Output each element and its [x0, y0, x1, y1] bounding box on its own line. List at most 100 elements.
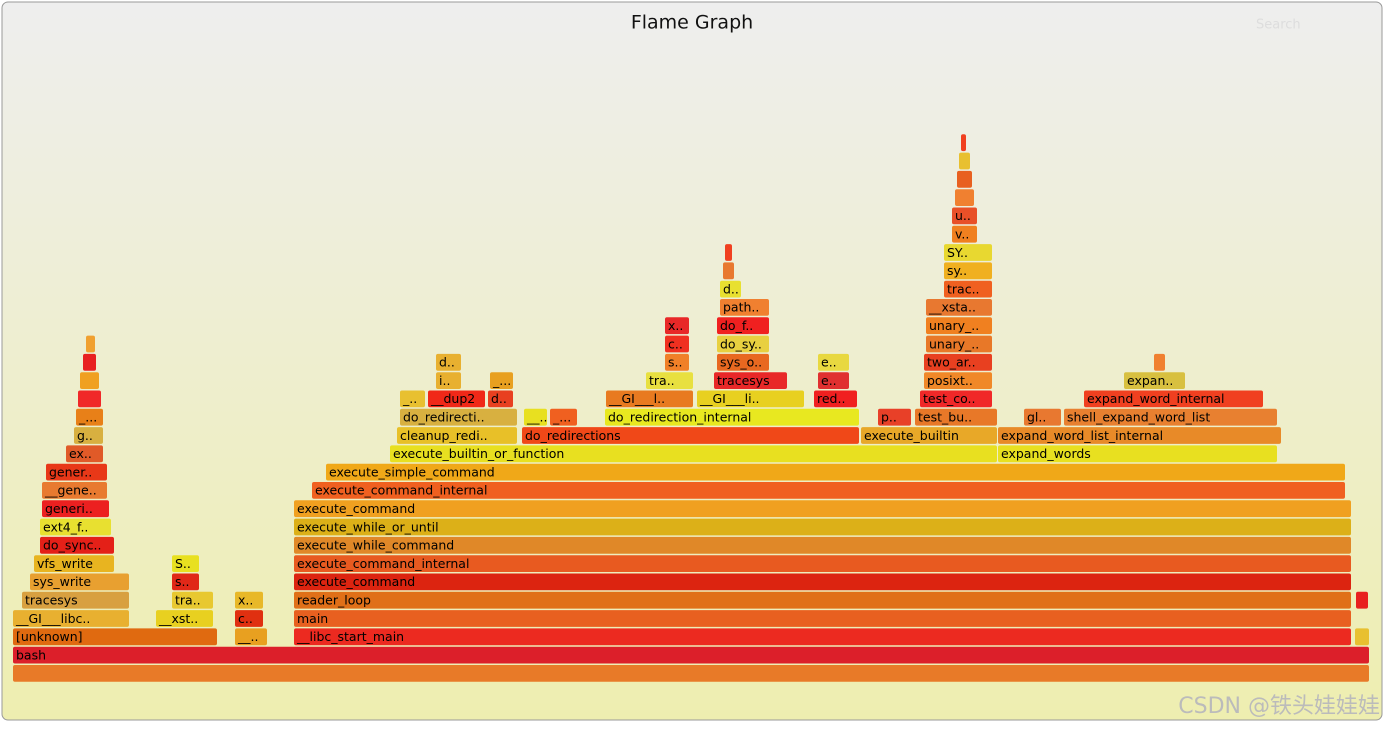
frame[interactable]: [78, 390, 101, 408]
frame[interactable]: s..: [172, 573, 199, 591]
frame[interactable]: generi..: [42, 500, 109, 518]
frame-bar: [428, 390, 485, 408]
frame[interactable]: bash: [13, 646, 1369, 664]
frame[interactable]: x..: [665, 317, 689, 335]
frame-bar: [924, 353, 992, 371]
frame[interactable]: e..: [818, 372, 849, 389]
frame[interactable]: p..: [878, 408, 911, 426]
frame[interactable]: tra..: [646, 372, 693, 389]
frame[interactable]: __libc_start_main: [294, 628, 1351, 646]
frame[interactable]: execute_command_internal: [312, 482, 1345, 499]
frame[interactable]: [86, 335, 95, 353]
frame[interactable]: _...: [76, 408, 103, 426]
frame[interactable]: red..: [814, 390, 857, 408]
frame[interactable]: cleanup_redi..: [397, 427, 517, 444]
frame[interactable]: [959, 152, 970, 170]
frame[interactable]: d..: [436, 353, 461, 371]
frame[interactable]: d..: [488, 390, 513, 408]
frame[interactable]: gener..: [46, 463, 107, 481]
frame[interactable]: _...: [490, 372, 513, 389]
frame[interactable]: do_f..: [717, 317, 769, 335]
frame[interactable]: vfs_write: [34, 555, 114, 572]
frame-bar: [944, 280, 992, 298]
search-button[interactable]: Search: [1256, 18, 1301, 33]
frame[interactable]: execute_builtin_or_function: [390, 445, 997, 463]
frame[interactable]: sys_o..: [717, 353, 769, 371]
frame[interactable]: s..: [665, 353, 689, 371]
frame[interactable]: _..: [400, 390, 425, 408]
frame[interactable]: __GI___libc..: [13, 610, 129, 627]
frame[interactable]: __xst..: [156, 610, 213, 627]
frame[interactable]: v..: [952, 225, 977, 243]
frame[interactable]: [13, 665, 1369, 682]
frame[interactable]: unary_..: [926, 335, 992, 353]
frame[interactable]: execute_while_command: [294, 536, 1351, 554]
frame-bar: [436, 372, 461, 389]
frame[interactable]: __GI___l..: [606, 390, 693, 408]
frame[interactable]: __dup2: [428, 390, 485, 408]
frame[interactable]: d..: [720, 280, 741, 298]
frame[interactable]: c..: [665, 335, 689, 353]
frame[interactable]: [unknown]: [13, 628, 217, 646]
frame[interactable]: test_co..: [920, 390, 992, 408]
frame[interactable]: [961, 134, 966, 152]
frame[interactable]: u..: [952, 207, 977, 225]
frame[interactable]: do_sy..: [717, 335, 769, 353]
frame[interactable]: tra..: [172, 591, 213, 609]
frame[interactable]: tracesys: [22, 591, 129, 609]
frame[interactable]: gl..: [1024, 408, 1061, 426]
frame[interactable]: __..: [235, 628, 267, 646]
frame[interactable]: expan..: [1124, 372, 1185, 389]
frame[interactable]: execute_simple_command: [326, 463, 1345, 481]
frame[interactable]: trac..: [944, 280, 992, 298]
frame[interactable]: [1355, 628, 1369, 646]
frame[interactable]: [725, 244, 732, 261]
frame[interactable]: do_redirecti..: [400, 408, 517, 426]
frame[interactable]: path..: [720, 299, 769, 316]
frame[interactable]: i..: [436, 372, 461, 389]
frame[interactable]: sy..: [944, 262, 992, 280]
frame[interactable]: do_sync..: [40, 536, 114, 554]
frame[interactable]: _...: [550, 408, 577, 426]
frame[interactable]: tracesys: [714, 372, 787, 389]
frame[interactable]: e..: [818, 353, 849, 371]
frame[interactable]: [723, 262, 734, 280]
frame[interactable]: x..: [235, 591, 263, 609]
frame[interactable]: posixt..: [924, 372, 992, 389]
frame[interactable]: reader_loop: [294, 591, 1351, 609]
frame[interactable]: do_redirections: [522, 427, 859, 444]
frame[interactable]: two_ar..: [924, 353, 992, 371]
frame-bar: [235, 610, 263, 627]
frame[interactable]: [1356, 591, 1368, 609]
frame[interactable]: [955, 189, 974, 206]
frame[interactable]: g..: [74, 427, 103, 444]
frame[interactable]: do_redirection_internal: [605, 408, 859, 426]
frame[interactable]: shell_expand_word_list: [1064, 408, 1277, 426]
frame[interactable]: expand_words: [998, 445, 1277, 463]
frame[interactable]: execute_command: [294, 573, 1351, 591]
frame[interactable]: c..: [235, 610, 263, 627]
frame[interactable]: __xsta..: [926, 299, 992, 316]
frame[interactable]: expand_word_list_internal: [998, 427, 1281, 444]
frame[interactable]: unary_..: [926, 317, 992, 335]
frame[interactable]: expand_word_internal: [1084, 390, 1263, 408]
frame[interactable]: ex..: [66, 445, 103, 463]
frame[interactable]: execute_command: [294, 500, 1351, 518]
frame[interactable]: __..: [524, 408, 547, 426]
frame[interactable]: sys_write: [30, 573, 129, 591]
frame[interactable]: execute_while_or_until: [294, 518, 1351, 536]
frame[interactable]: __GI___li..: [697, 390, 804, 408]
frame[interactable]: [957, 170, 972, 188]
frame[interactable]: execute_command_internal: [294, 555, 1351, 572]
frame[interactable]: main: [294, 610, 1351, 627]
frame[interactable]: [80, 372, 99, 389]
frame[interactable]: [83, 353, 96, 371]
frame[interactable]: test_bu..: [915, 408, 997, 426]
frame-bar: [714, 372, 787, 389]
frame[interactable]: __gene..: [42, 482, 107, 499]
frame[interactable]: S..: [172, 555, 199, 572]
frame[interactable]: SY..: [944, 244, 992, 261]
frame[interactable]: [1154, 353, 1165, 371]
frame[interactable]: ext4_f..: [40, 518, 111, 536]
frame[interactable]: execute_builtin: [861, 427, 997, 444]
